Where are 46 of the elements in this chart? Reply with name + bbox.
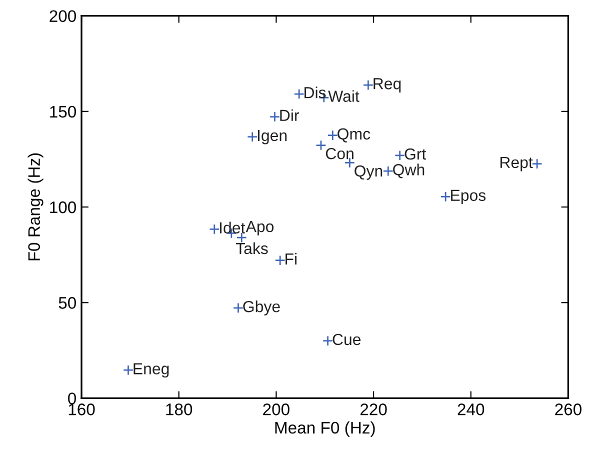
annotation: Eneg [134,363,169,378]
point [327,130,338,141]
annotation: Fi [286,252,296,264]
point [122,364,134,376]
annotation: Qwh [393,164,424,178]
annotation: Con [326,148,354,160]
point [232,302,244,314]
point [274,255,286,266]
point [322,336,334,346]
annotation: Epos [451,190,486,204]
y-tick-label: 100 [50,201,76,214]
annotation: Grt [404,148,426,160]
annotation: Dir [280,109,300,121]
annotation: Dis [304,86,326,98]
y-tick-label: 50 [58,297,76,309]
x-axis-title: Mean F0 (Hz) [275,421,375,437]
y-tick-label: 0 [68,392,76,404]
point [316,140,326,151]
annotation: Cue [332,334,361,346]
annotation: Qyn [354,165,382,180]
annotation: Req [374,78,401,92]
point [382,166,394,176]
point [269,111,280,122]
annotation: Taks [236,242,268,254]
point [440,191,451,202]
y-tick-label: 150 [50,106,76,118]
point [246,131,258,142]
point [362,80,374,90]
annotation: Apo [246,221,274,236]
point [394,150,406,161]
annotation: Wait [328,90,360,102]
annotation: Idet [220,222,246,234]
annotation: Gbye [243,300,280,316]
x-tick-label: 220 [360,404,387,416]
annotation: Rept [500,156,533,172]
point [209,224,220,235]
annotation: Qmc [338,128,370,142]
y-tick-label: 200 [50,10,76,22]
x-tick-label: 160 [68,404,95,416]
annotation: Igen [258,130,287,144]
x-tick-label: 180 [166,404,192,416]
point [294,88,304,100]
y-axis-title: F0 Range (Hz) [28,153,44,260]
x-tick-label: 260 [555,404,582,416]
x-tick-label: 200 [263,404,290,416]
x-tick-label: 240 [458,404,484,416]
